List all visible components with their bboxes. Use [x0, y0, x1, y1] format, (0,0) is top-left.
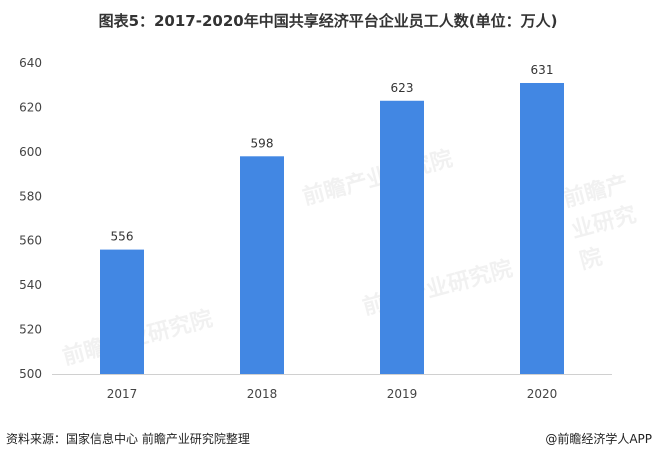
y-tick-label: 500: [19, 367, 42, 381]
x-tick-label: 2019: [387, 387, 418, 401]
bar-2020: [520, 82, 564, 374]
x-tick-label: 2018: [247, 387, 278, 401]
chart-title: 图表5：2017-2020年中国共享经济平台企业员工人数(单位：万人): [98, 12, 558, 30]
x-tick-label: 2020: [527, 387, 558, 401]
x-tick-label: 2017: [107, 387, 138, 401]
y-tick-label: 580: [19, 189, 42, 203]
y-tick-label: 600: [19, 145, 42, 159]
data-label: 623: [391, 81, 414, 95]
data-label: 631: [531, 63, 554, 77]
credit-note: @前瞻经济学人APP: [545, 432, 652, 446]
y-tick-label: 560: [19, 234, 42, 248]
bar-2018: [240, 156, 284, 374]
y-tick-label: 540: [19, 278, 42, 292]
data-label: 556: [111, 230, 134, 244]
data-label: 598: [251, 136, 274, 150]
bar-2019: [380, 100, 424, 374]
y-tick-label: 620: [19, 100, 42, 114]
source-note: 资料来源：国家信息中心 前瞻产业研究院整理: [6, 432, 250, 446]
bar-2017: [100, 249, 144, 374]
y-tick-label: 640: [19, 56, 42, 70]
y-tick-label: 520: [19, 323, 42, 337]
